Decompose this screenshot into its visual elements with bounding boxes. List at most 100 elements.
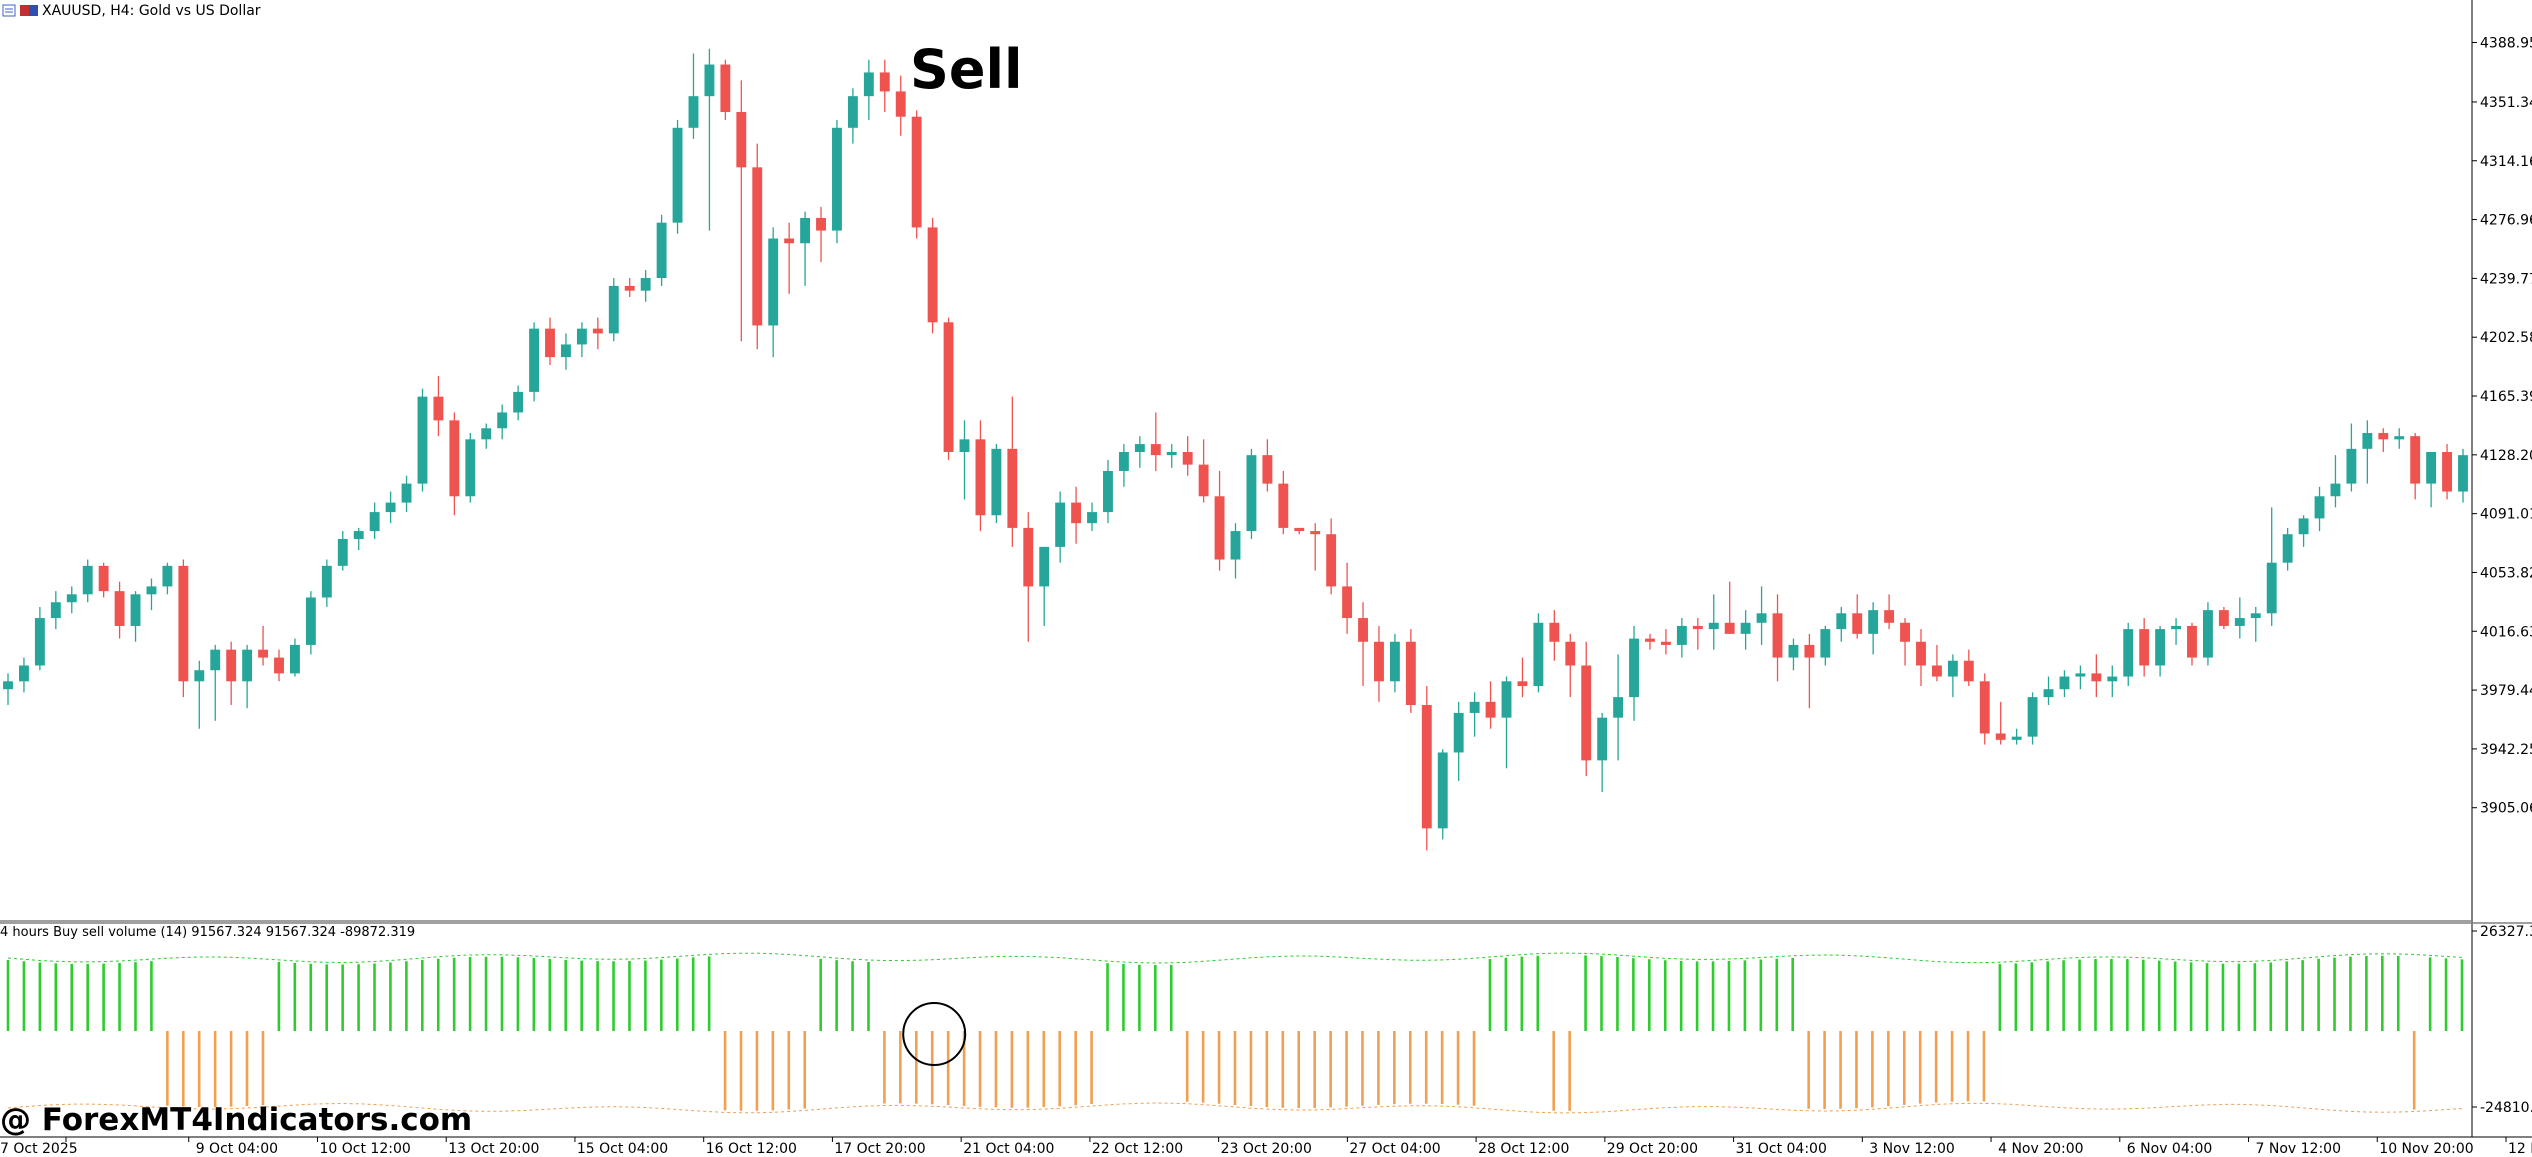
- candle-body: [1437, 752, 1448, 829]
- candle-body: [656, 222, 667, 279]
- candle-body: [1023, 527, 1034, 587]
- candle-body: [1549, 622, 1560, 642]
- candle-body: [1389, 641, 1400, 682]
- time-tick-label: 21 Oct 04:00: [963, 1141, 1054, 1157]
- candle-body: [2139, 629, 2150, 666]
- candle-body: [1326, 534, 1337, 587]
- candle-body: [736, 111, 747, 168]
- candle-body: [146, 586, 157, 595]
- candle-body: [1916, 641, 1926, 666]
- price-tick-label: 4165.39: [2480, 389, 2532, 405]
- candle-body: [258, 649, 269, 658]
- candle-body: [98, 565, 109, 592]
- candle-body: [433, 396, 444, 421]
- candle-body: [1533, 622, 1544, 687]
- candle-body: [114, 591, 125, 626]
- time-tick-label: 31 Oct 04:00: [1736, 1141, 1827, 1157]
- candle-body: [784, 238, 795, 244]
- candle-body: [2171, 625, 2181, 630]
- candle-body: [800, 217, 811, 244]
- candle-body: [1724, 622, 1735, 634]
- chart-window-icon[interactable]: [2, 4, 16, 17]
- candle-body: [417, 396, 428, 484]
- price-tick-label: 4276.96: [2480, 213, 2532, 229]
- candle-body: [3, 681, 13, 690]
- flag-icon: [20, 5, 38, 16]
- sell-volume-envelope: [7, 1102, 2463, 1114]
- candle-body: [1214, 496, 1225, 560]
- watermark: @ ForexMT4Indicators.com: [0, 1102, 472, 1138]
- candle-body: [752, 167, 763, 326]
- candle-body: [1294, 527, 1305, 532]
- candle-body: [2314, 496, 2325, 519]
- candle-body: [1884, 610, 1895, 623]
- buy-volume-envelope: [7, 952, 2463, 964]
- candle-body: [1262, 455, 1273, 484]
- price-tick-label: 3942.25: [2480, 742, 2532, 758]
- candle-body: [991, 448, 1002, 516]
- time-tick-label: 10 Oct 12:00: [320, 1141, 411, 1157]
- candle-body: [2155, 629, 2166, 666]
- time-tick-label: 9 Oct 04:00: [196, 1141, 278, 1157]
- candle-body: [1278, 483, 1289, 528]
- candle-body: [624, 285, 635, 291]
- candle-body: [1469, 701, 1480, 713]
- time-tick-label: 28 Oct 12:00: [1478, 1141, 1569, 1157]
- candle-body: [1820, 629, 1831, 658]
- candle-body: [529, 328, 540, 392]
- candle-body: [2075, 673, 2086, 677]
- candle-body: [720, 64, 731, 112]
- candle-body: [2234, 618, 2245, 626]
- candle-body: [1405, 641, 1416, 706]
- price-axis: 4388.95 4351.34 4314.16 4276.96 4239.77 4202.…: [2472, 35, 2532, 817]
- candle-body: [2091, 673, 2102, 682]
- candle-body: [34, 618, 45, 666]
- candle-body: [1660, 641, 1671, 645]
- candle-body: [2011, 736, 2022, 740]
- candle-body: [1900, 622, 1910, 642]
- candle-series[interactable]: [3, 48, 2468, 851]
- candle-body: [18, 665, 29, 682]
- candle-body: [1979, 681, 1990, 734]
- candle-body: [66, 594, 77, 603]
- candle-body: [497, 412, 508, 429]
- candle-body: [1692, 625, 1703, 630]
- candle-body: [1150, 444, 1161, 456]
- candle-body: [1836, 613, 1847, 630]
- candle-body: [353, 531, 364, 539]
- candle-body: [2187, 625, 2197, 658]
- window-title: XAUUSD, H4: Gold vs US Dollar: [42, 3, 261, 19]
- indicator-axis: 26327.3 -24810.3: [2472, 924, 2532, 1116]
- candle-body: [2298, 518, 2309, 535]
- candle-body: [1358, 618, 1368, 642]
- candle-body: [608, 285, 619, 334]
- candle-body: [1517, 681, 1528, 687]
- candle-body: [863, 72, 874, 97]
- candle-body: [1708, 622, 1719, 630]
- indicator-title: 4 hours Buy sell volume (14) 91567.324 9…: [0, 925, 415, 940]
- time-tick-label: 15 Oct 04:00: [577, 1141, 668, 1157]
- candle-body: [1788, 644, 1799, 658]
- candle-body: [290, 644, 300, 674]
- candle-body: [1103, 470, 1113, 513]
- candle-body: [1501, 681, 1512, 718]
- candle-body: [2266, 562, 2277, 614]
- window-title-bar: XAUUSD, H4: Gold vs US Dollar: [2, 3, 261, 19]
- candle-body: [975, 439, 986, 516]
- candle-body: [401, 483, 412, 503]
- price-tick-label: 4091.01: [2480, 507, 2532, 523]
- candle-body: [1374, 641, 1384, 682]
- candle-body: [82, 565, 93, 595]
- candle-body: [1055, 502, 1066, 547]
- candle-body: [465, 439, 476, 497]
- candle-body: [2410, 436, 2421, 484]
- time-tick-label: 27 Oct 04:00: [1349, 1141, 1440, 1157]
- candle-body: [959, 439, 970, 452]
- candle-body: [2378, 433, 2389, 440]
- indicator-tick-label: 26327.3: [2480, 924, 2532, 940]
- candle-body: [1453, 712, 1464, 753]
- candle-body: [1995, 733, 2006, 740]
- candle-body: [1230, 531, 1241, 560]
